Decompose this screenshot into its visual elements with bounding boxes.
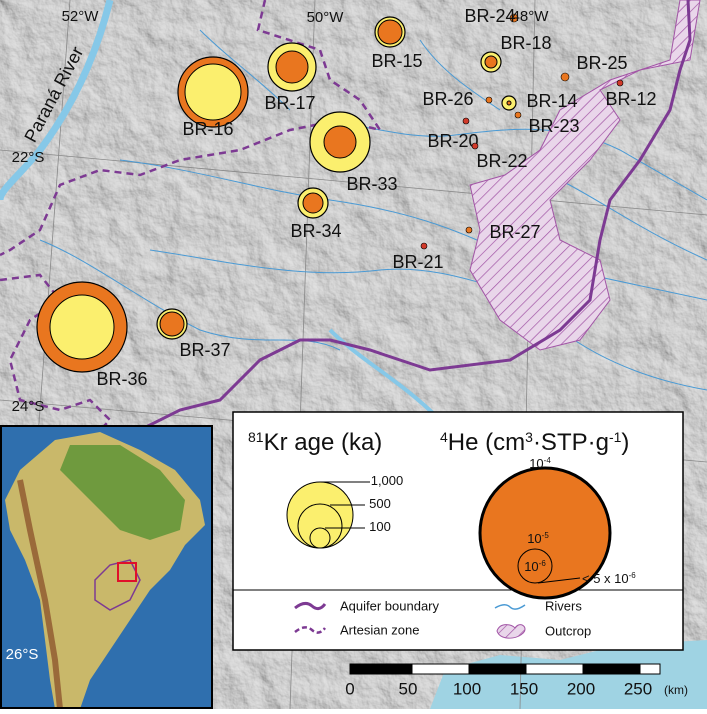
well-inner <box>275 50 309 84</box>
well-outer <box>514 111 522 119</box>
scale-label: 50 <box>399 679 418 698</box>
well-label: BR-34 <box>290 221 341 241</box>
well-label: BR-12 <box>605 89 656 109</box>
well-inner <box>159 311 185 337</box>
well-outer <box>560 72 570 82</box>
text-part: ) <box>621 429 629 456</box>
well-outer <box>509 13 519 23</box>
well-inner <box>506 100 512 106</box>
text-part: 100 <box>369 519 391 534</box>
superscript: -1 <box>609 429 622 445</box>
superscript: 4 <box>440 429 448 445</box>
inset-border <box>0 425 213 709</box>
well-label: BR-17 <box>264 93 315 113</box>
he-legend-circles <box>478 466 612 600</box>
well-inner <box>377 19 403 45</box>
well-label: BR-20 <box>427 131 478 151</box>
text-part: 500 <box>369 496 391 511</box>
he-size-label: 10-5 <box>527 531 549 547</box>
latitude-label: 22°S <box>12 149 45 166</box>
legend-item-label: Rivers <box>545 598 582 613</box>
scale-unit: (km) <box>664 683 688 697</box>
outcrop <box>469 0 701 351</box>
text-part: < 5 x 10 <box>582 571 629 586</box>
text-part: ·STP·g <box>533 429 609 456</box>
text-part: Kr age (ka) <box>264 429 383 456</box>
aquifer-boundary <box>109 0 692 442</box>
well-label: BR-37 <box>179 340 230 360</box>
well-inner <box>302 192 324 214</box>
scale-label: 250 <box>624 679 652 698</box>
well-label: BR-27 <box>489 222 540 242</box>
longitude-label: 52°W <box>62 8 100 25</box>
he-size-label: < 5 x 10-6 <box>582 571 636 587</box>
he-legend-title: 4He (cm3·STP·g-1) <box>440 429 629 456</box>
well-label: BR-25 <box>576 53 627 73</box>
superscript: -5 <box>542 531 550 540</box>
well-label: BR-16 <box>182 119 233 139</box>
well-inner <box>184 63 242 121</box>
superscript: 3 <box>525 429 533 445</box>
scale-label: 100 <box>453 679 481 698</box>
text-part: He (cm <box>448 429 525 456</box>
kr-size-label: 1,000 <box>371 473 404 488</box>
well-outer <box>471 142 479 150</box>
superscript: -6 <box>539 559 547 568</box>
longitude-label: 48°W <box>512 8 550 25</box>
inset-map <box>0 425 213 709</box>
well-outer <box>420 242 428 250</box>
text-part: 1,000 <box>371 473 404 488</box>
well-label: BR-22 <box>476 151 527 171</box>
legend-item-label: Artesian zone <box>340 622 420 637</box>
text-part: 10 <box>524 559 538 574</box>
text-part: 10 <box>529 456 543 471</box>
superscript: -4 <box>544 456 552 465</box>
outcrop-sample <box>496 624 526 639</box>
well-inner <box>484 55 498 69</box>
he-size-label: 10-4 <box>529 456 551 472</box>
well-outer <box>485 96 493 104</box>
kr-legend-circles <box>286 481 370 549</box>
well-label: BR-24 <box>464 6 515 26</box>
legend-item-label: Aquifer boundary <box>340 598 440 613</box>
superscript: -6 <box>629 571 637 580</box>
kr-size-label: 500 <box>369 496 391 511</box>
latitude-label: 26°S <box>6 646 39 663</box>
superscript: 81 <box>248 429 264 445</box>
well-inner <box>323 125 357 159</box>
well-label: BR-23 <box>528 116 579 136</box>
well-inner <box>49 294 115 360</box>
well-label: BR-33 <box>346 174 397 194</box>
latitude-label: 24°S <box>12 398 45 415</box>
he-size-label: 10-6 <box>524 559 546 575</box>
text-part: 10 <box>527 531 541 546</box>
well-label: BR-36 <box>96 369 147 389</box>
well-label: BR-21 <box>392 252 443 272</box>
well-label: BR-18 <box>500 33 551 53</box>
kr-legend-title: 81Kr age (ka) <box>248 429 382 456</box>
legend-item-label: Outcrop <box>545 623 591 638</box>
well-label: BR-15 <box>371 51 422 71</box>
artesian-sample <box>294 626 326 634</box>
well-outer <box>616 79 624 87</box>
scale-label: 200 <box>567 679 595 698</box>
scale-label: 150 <box>510 679 538 698</box>
well-label: BR-26 <box>422 89 473 109</box>
aquifer-sample <box>294 601 327 611</box>
scale-bar <box>349 663 661 675</box>
kr-size-label: 100 <box>369 519 391 534</box>
longitude-label: 50°W <box>307 9 345 26</box>
scale-label: 0 <box>345 679 354 698</box>
well-outer <box>462 117 470 125</box>
rivers-sample <box>494 604 526 610</box>
well-label: BR-14 <box>526 91 577 111</box>
artesian-zone <box>0 0 383 441</box>
well-outer <box>465 226 473 234</box>
